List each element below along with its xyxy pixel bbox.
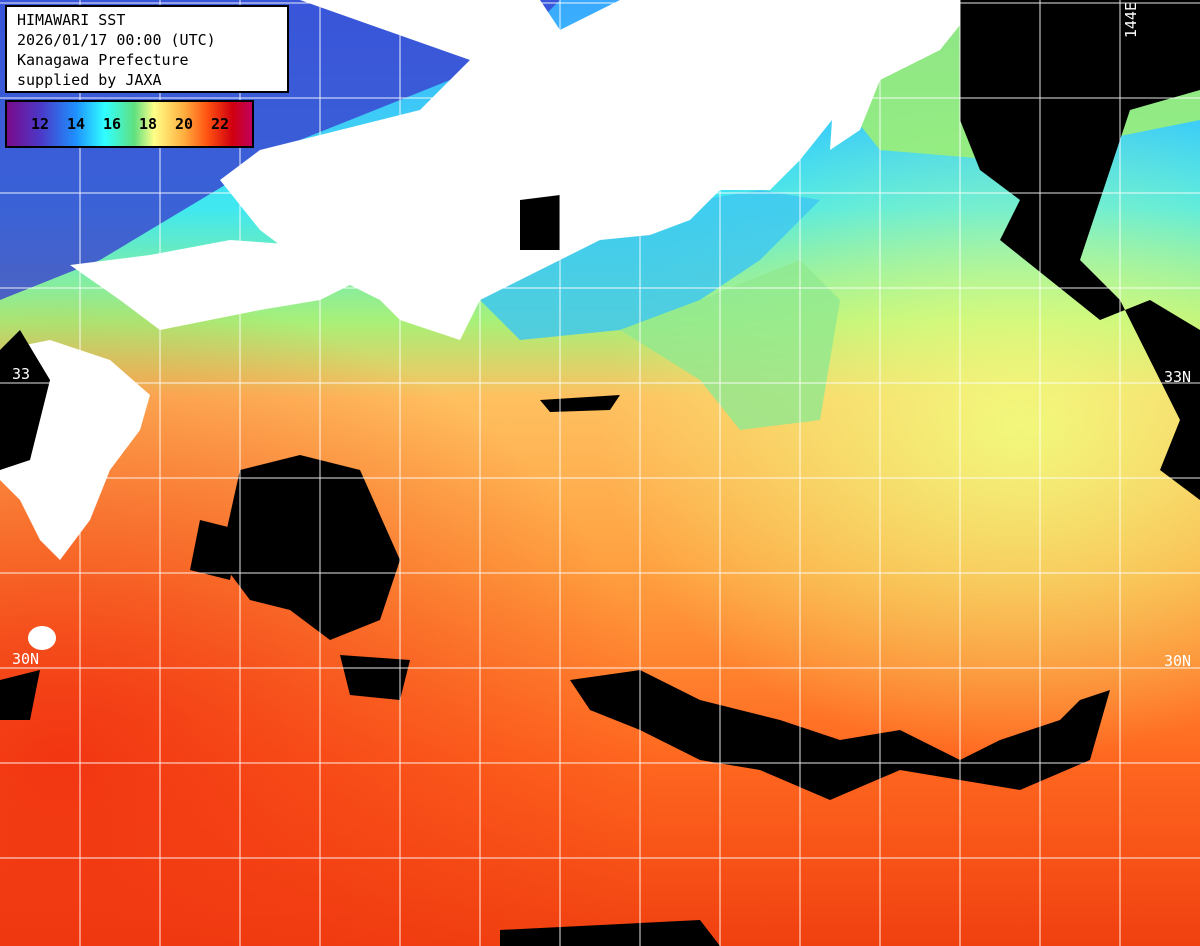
timestamp: 2026/01/17 00:00 (UTC) bbox=[17, 31, 216, 49]
honshu-land bbox=[220, 0, 860, 340]
region: Kanagawa Prefecture bbox=[17, 51, 189, 69]
title: HIMAWARI SST bbox=[17, 11, 126, 29]
island bbox=[28, 626, 56, 650]
legend-label: 16 bbox=[103, 115, 122, 133]
legend-label: 14 bbox=[67, 115, 86, 133]
coastal-cyan-water bbox=[480, 190, 820, 340]
credit: supplied by JAXA bbox=[17, 71, 162, 89]
green-tongue bbox=[620, 260, 840, 430]
color-legend: 12 14 16 18 20 22 bbox=[5, 100, 254, 148]
legend-label: 12 bbox=[31, 115, 50, 133]
lat-label-33n-right: 33N bbox=[1164, 368, 1192, 386]
lon-label-144e: 144E bbox=[1122, 2, 1140, 39]
lat-label-30n-right: 30N bbox=[1164, 652, 1192, 670]
lon-label-136e: 136E bbox=[482, 2, 500, 39]
legend-label: 22 bbox=[211, 115, 230, 133]
legend-label: 20 bbox=[175, 115, 194, 133]
shikoku-land bbox=[70, 240, 370, 330]
legend-label: 18 bbox=[139, 115, 158, 133]
lat-label-33-left: 33 bbox=[12, 365, 31, 383]
east-land bbox=[830, 0, 980, 150]
info-box: HIMAWARI SST 2026/01/17 00:00 (UTC) Kana… bbox=[5, 5, 289, 93]
lat-label-30n-left: 30N bbox=[12, 650, 40, 668]
